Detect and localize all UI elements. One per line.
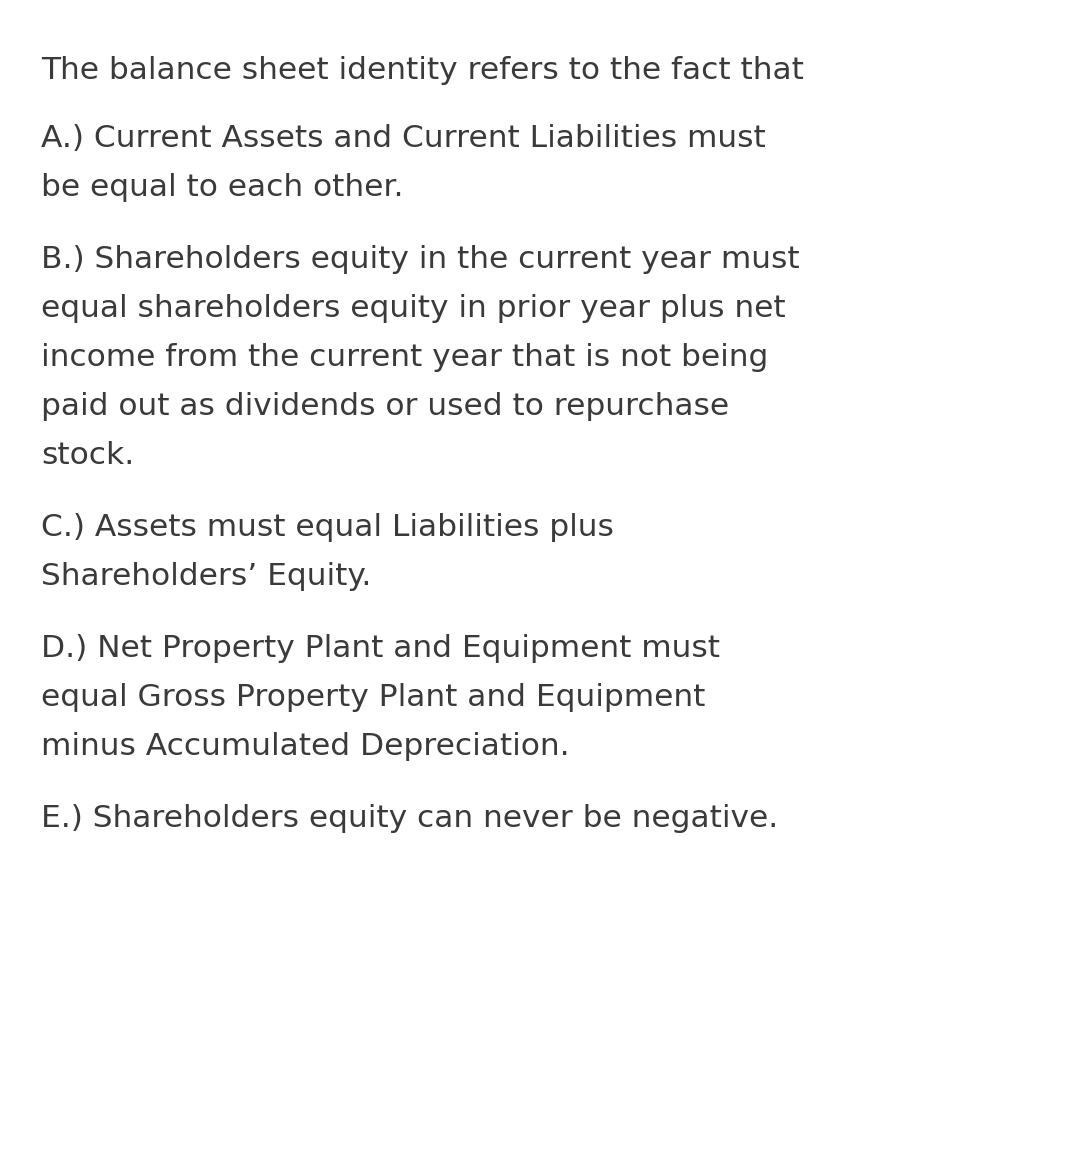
- Text: B.) Shareholders equity in the current year must: B.) Shareholders equity in the current y…: [41, 245, 799, 274]
- Text: income from the current year that is not being: income from the current year that is not…: [41, 343, 768, 372]
- Text: minus Accumulated Depreciation.: minus Accumulated Depreciation.: [41, 732, 569, 761]
- Text: be equal to each other.: be equal to each other.: [41, 173, 404, 202]
- Text: The balance sheet identity refers to the fact that: The balance sheet identity refers to the…: [41, 56, 804, 85]
- Text: equal Gross Property Plant and Equipment: equal Gross Property Plant and Equipment: [41, 683, 705, 712]
- Text: E.) Shareholders equity can never be negative.: E.) Shareholders equity can never be neg…: [41, 804, 779, 833]
- Text: paid out as dividends or used to repurchase: paid out as dividends or used to repurch…: [41, 392, 729, 421]
- Text: Shareholders’ Equity.: Shareholders’ Equity.: [41, 562, 372, 591]
- Text: A.) Current Assets and Current Liabilities must: A.) Current Assets and Current Liabiliti…: [41, 124, 766, 154]
- Text: D.) Net Property Plant and Equipment must: D.) Net Property Plant and Equipment mus…: [41, 634, 720, 663]
- Text: C.) Assets must equal Liabilities plus: C.) Assets must equal Liabilities plus: [41, 513, 613, 542]
- Text: equal shareholders equity in prior year plus net: equal shareholders equity in prior year …: [41, 294, 785, 323]
- Text: stock.: stock.: [41, 441, 134, 470]
